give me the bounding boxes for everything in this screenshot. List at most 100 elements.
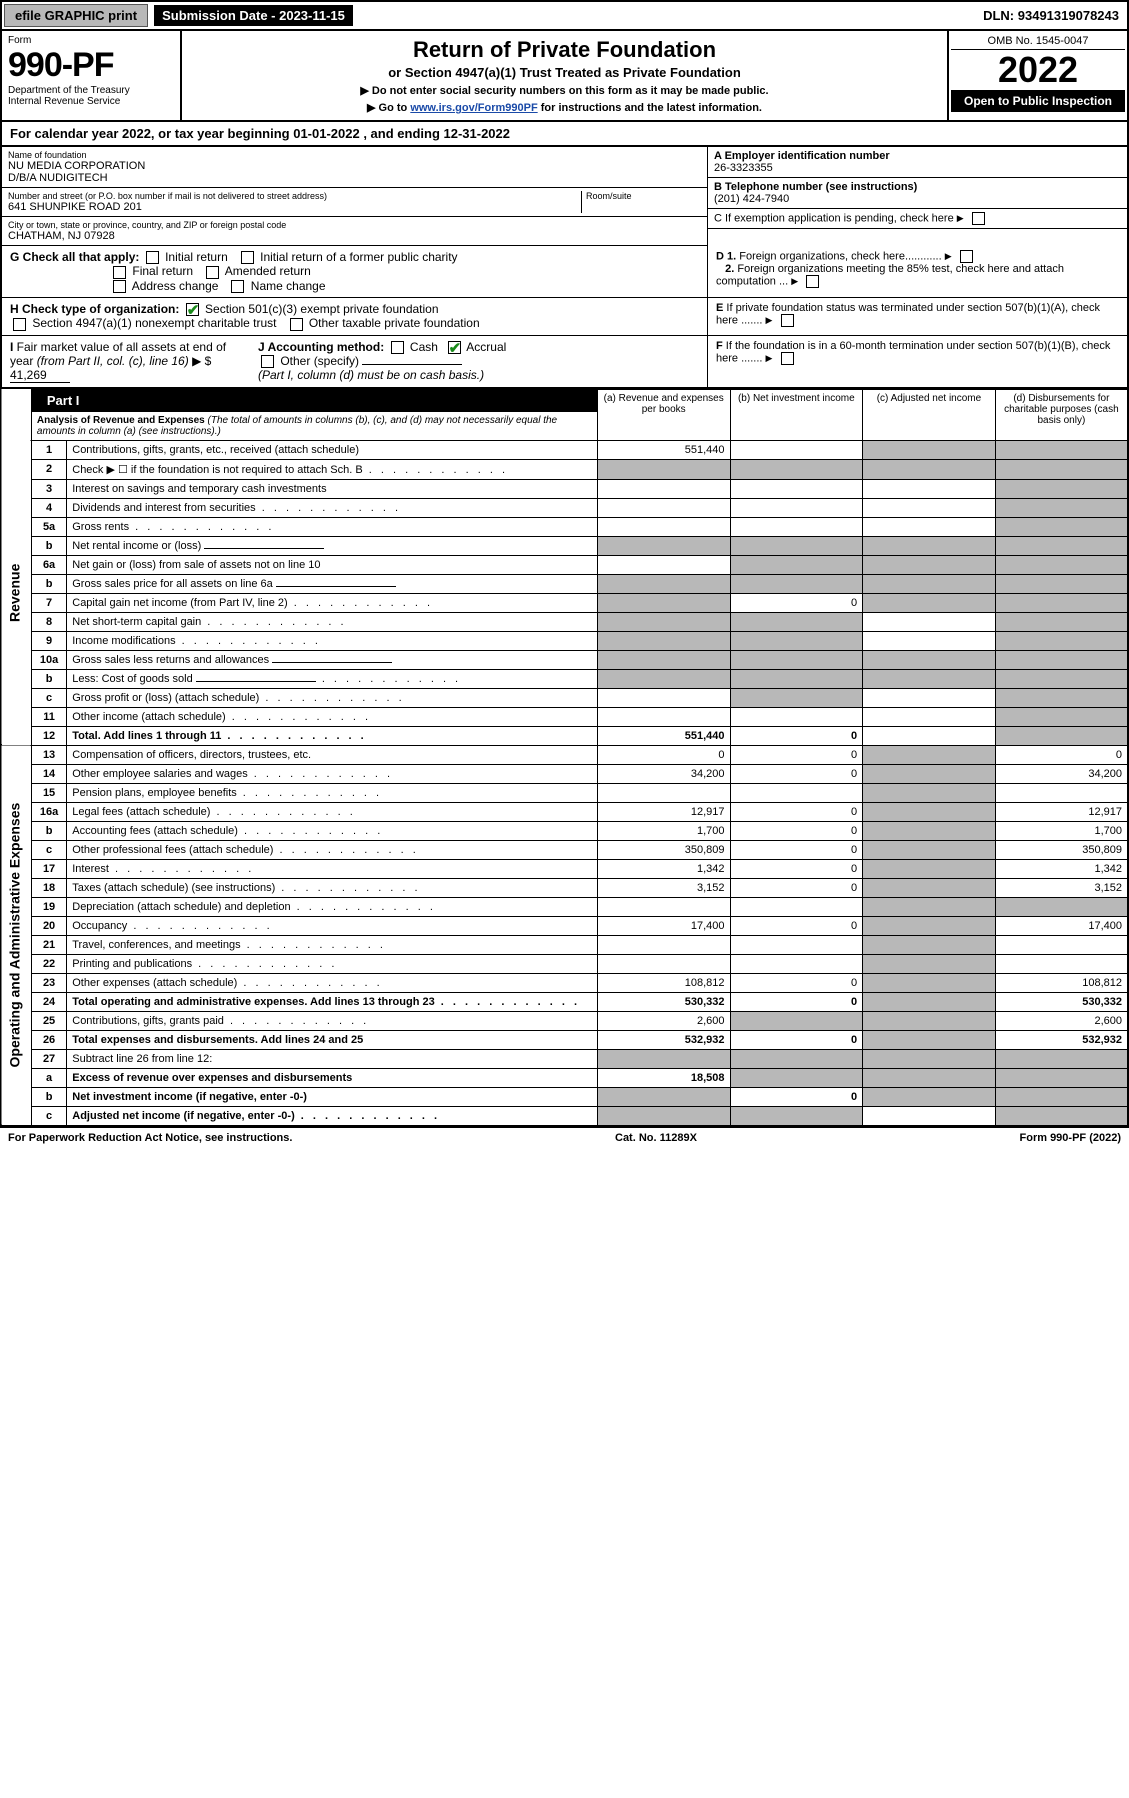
address-change-checkbox[interactable] (113, 280, 126, 293)
line-description: Legal fees (attach schedule) (67, 802, 598, 821)
table-row: 14Other employee salaries and wages34,20… (1, 764, 1128, 783)
d1-checkbox[interactable] (960, 250, 973, 263)
line-description: Other expenses (attach schedule) (67, 973, 598, 992)
line-number: 11 (31, 707, 66, 726)
cell-value (863, 574, 996, 593)
check-section-ij: I Fair market value of all assets at end… (0, 336, 1129, 389)
line-number: 10a (31, 650, 66, 669)
cell-value: 551,440 (597, 440, 730, 459)
other-taxable-checkbox[interactable] (290, 318, 303, 331)
cell-value (597, 935, 730, 954)
line-number: a (31, 1068, 66, 1087)
cell-value (863, 916, 996, 935)
cell-value: 3,152 (995, 878, 1128, 897)
line-number: 1 (31, 440, 66, 459)
cell-value: 532,932 (995, 1030, 1128, 1049)
cell-value (730, 707, 863, 726)
line-number: 26 (31, 1030, 66, 1049)
cell-value (597, 574, 730, 593)
line-number: 8 (31, 612, 66, 631)
cell-value (863, 897, 996, 916)
line-description: Gross profit or (loss) (attach schedule) (67, 688, 598, 707)
line-number: b (31, 574, 66, 593)
line-description: Interest (67, 859, 598, 878)
instructions-link[interactable]: www.irs.gov/Form990PF (410, 102, 537, 114)
line-number: 17 (31, 859, 66, 878)
efile-print-button[interactable]: efile GRAPHIC print (4, 4, 148, 27)
table-row: bNet investment income (if negative, ent… (1, 1087, 1128, 1106)
cell-value (863, 954, 996, 973)
cell-value (597, 555, 730, 574)
table-row: 5aGross rents (1, 517, 1128, 536)
cash-checkbox[interactable] (391, 341, 404, 354)
line-description: Other income (attach schedule) (67, 707, 598, 726)
cell-value (863, 707, 996, 726)
line-number: 14 (31, 764, 66, 783)
name-change-checkbox[interactable] (231, 280, 244, 293)
part1-label: Part I (37, 389, 90, 412)
cell-value (597, 707, 730, 726)
open-public: Open to Public Inspection (951, 90, 1125, 112)
table-row: 6aNet gain or (loss) from sale of assets… (1, 555, 1128, 574)
cell-value (597, 479, 730, 498)
cell-value (730, 954, 863, 973)
d2-checkbox[interactable] (806, 275, 819, 288)
cell-value: 2,600 (597, 1011, 730, 1030)
cell-value: 108,812 (995, 973, 1128, 992)
line-number: c (31, 688, 66, 707)
cell-value (863, 1068, 996, 1087)
cell-value: 0 (730, 1030, 863, 1049)
cell-value: 0 (730, 1087, 863, 1106)
line-description: Capital gain net income (from Part IV, l… (67, 593, 598, 612)
line-number: 16a (31, 802, 66, 821)
line-description: Printing and publications (67, 954, 598, 973)
cell-value (995, 1106, 1128, 1126)
table-row: 12Total. Add lines 1 through 11551,4400 (1, 726, 1128, 745)
col-d-header: (d) Disbursements for charitable purpose… (995, 389, 1128, 440)
other-method-checkbox[interactable] (261, 355, 274, 368)
accrual-checkbox[interactable] (448, 341, 461, 354)
501c3-checkbox[interactable] (186, 303, 199, 316)
phone-value: (201) 424-7940 (714, 193, 789, 205)
final-return-checkbox[interactable] (113, 266, 126, 279)
line-description: Interest on savings and temporary cash i… (67, 479, 598, 498)
foundation-info: Name of foundation NU MEDIA CORPORATION … (0, 147, 1129, 246)
line-number: b (31, 821, 66, 840)
ein-value: 26-3323355 (714, 162, 773, 174)
cell-value (730, 669, 863, 688)
f-label: If the foundation is in a 60-month termi… (716, 340, 1110, 364)
line-description: Net rental income or (loss) (67, 536, 598, 555)
4947a1-checkbox[interactable] (13, 318, 26, 331)
cell-value (863, 840, 996, 859)
form-number: 990-PF (8, 46, 174, 85)
cell-value (730, 1106, 863, 1126)
cell-value (730, 479, 863, 498)
cell-value (863, 459, 996, 479)
expenses-side-label: Operating and Administrative Expenses (1, 745, 31, 1126)
form-title: Return of Private Foundation (192, 37, 937, 63)
cell-value (863, 669, 996, 688)
cell-value: 0 (730, 916, 863, 935)
cell-value: 0 (730, 593, 863, 612)
table-row: 17Interest1,34201,342 (1, 859, 1128, 878)
table-row: bAccounting fees (attach schedule)1,7000… (1, 821, 1128, 840)
check-section-g: G Check all that apply: Initial return I… (0, 246, 1129, 298)
exemption-checkbox[interactable] (972, 212, 985, 225)
cell-value (730, 1011, 863, 1030)
dept: Department of the Treasury (8, 85, 174, 96)
line-number: 23 (31, 973, 66, 992)
table-row: bGross sales price for all assets on lin… (1, 574, 1128, 593)
table-row: cGross profit or (loss) (attach schedule… (1, 688, 1128, 707)
table-row: 2Check ▶ ☐ if the foundation is not requ… (1, 459, 1128, 479)
e-checkbox[interactable] (781, 314, 794, 327)
cell-value (597, 688, 730, 707)
initial-former-checkbox[interactable] (241, 251, 254, 264)
table-row: bLess: Cost of goods sold (1, 669, 1128, 688)
amended-return-checkbox[interactable] (206, 266, 219, 279)
cell-value (995, 536, 1128, 555)
cell-value: 530,332 (995, 992, 1128, 1011)
table-row: cAdjusted net income (if negative, enter… (1, 1106, 1128, 1126)
initial-return-checkbox[interactable] (146, 251, 159, 264)
cell-value (597, 536, 730, 555)
f-checkbox[interactable] (781, 352, 794, 365)
